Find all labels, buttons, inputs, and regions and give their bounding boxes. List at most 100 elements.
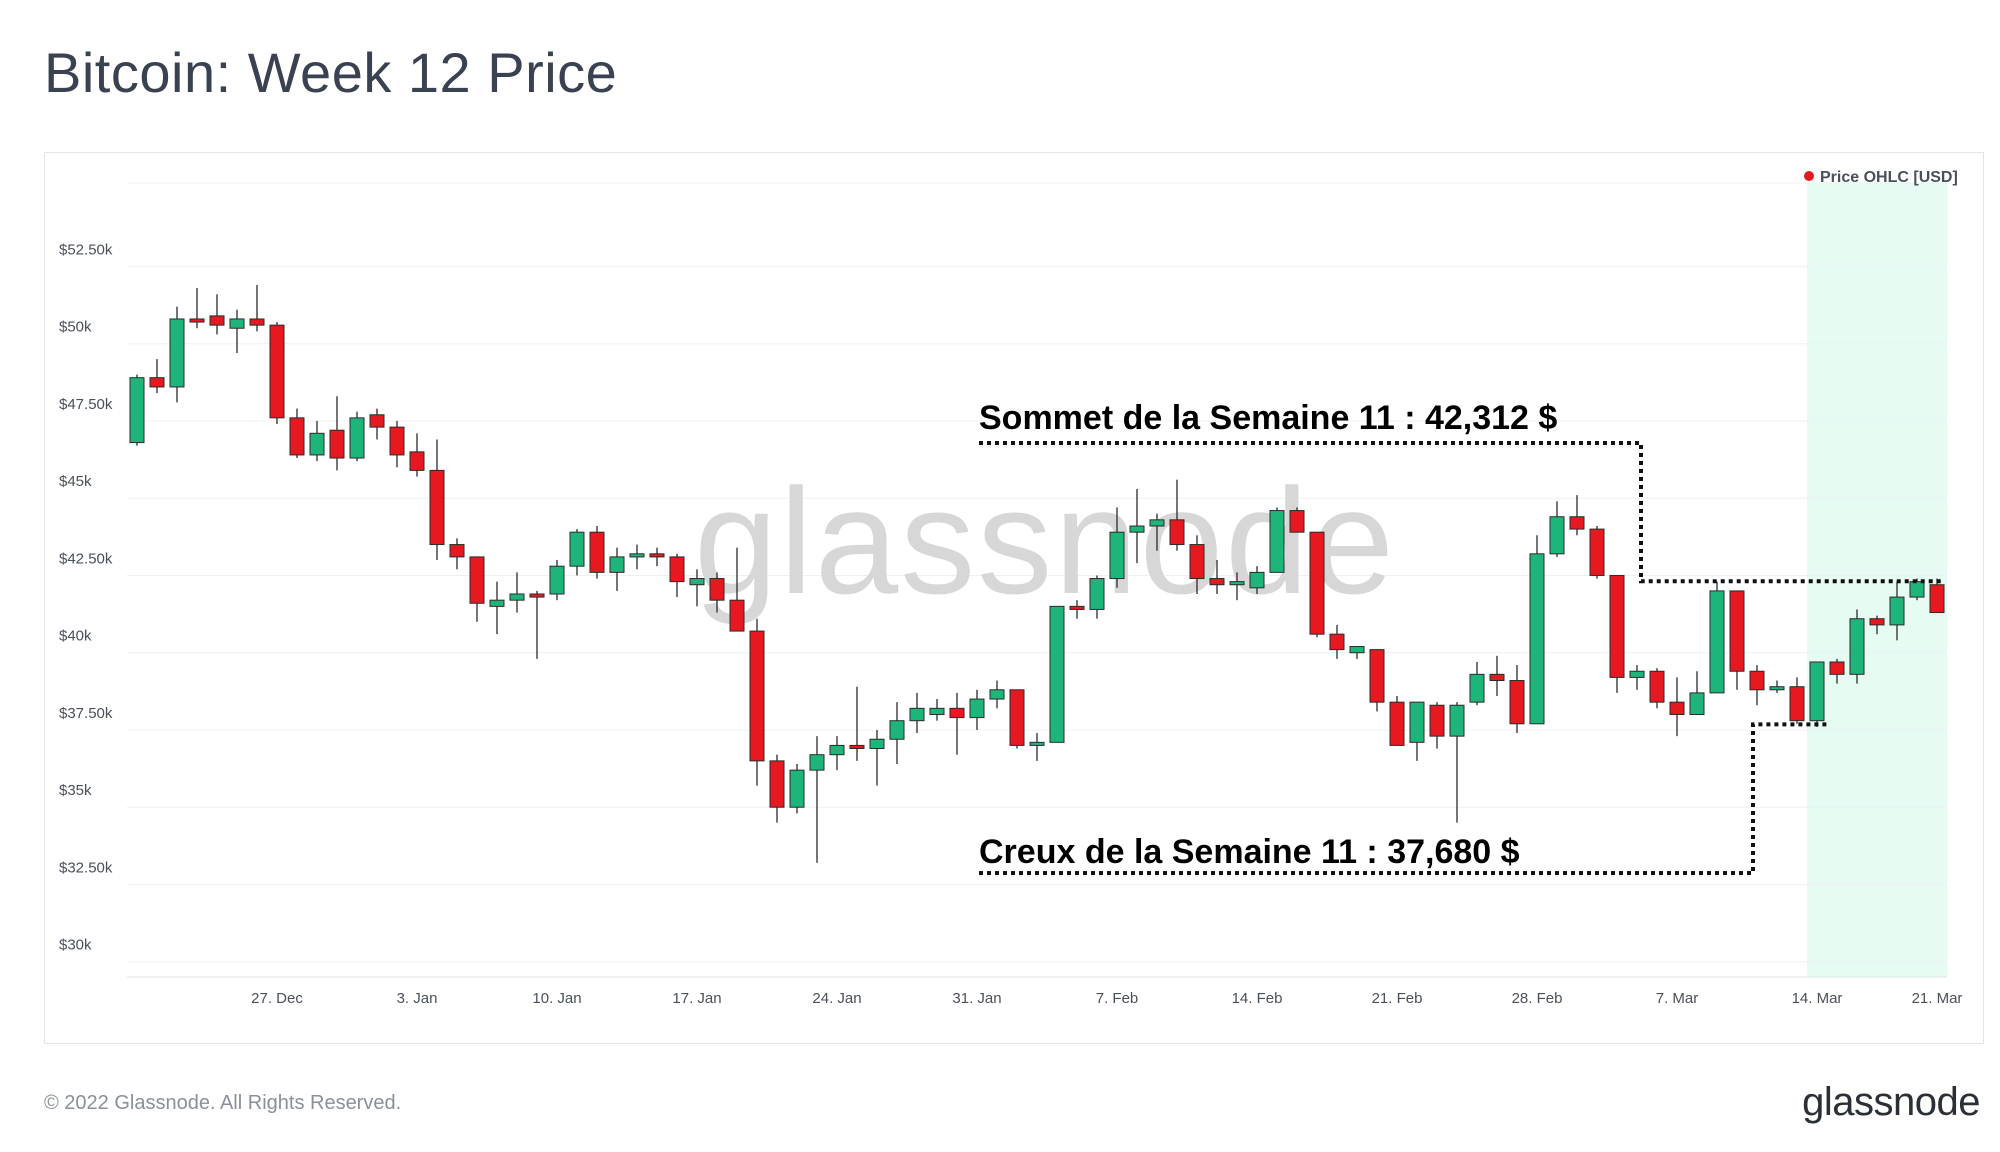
candle-body bbox=[189, 318, 205, 323]
candle-body bbox=[749, 630, 765, 762]
candle bbox=[569, 529, 585, 576]
candle-body bbox=[409, 451, 425, 471]
candle-body bbox=[1769, 686, 1785, 691]
week-11-low-dotted-line bbox=[979, 722, 1827, 875]
candle-body bbox=[529, 593, 545, 598]
candle-body bbox=[1249, 571, 1265, 589]
week-11-high-label: Sommet de la Semaine 11 : 42,312 $ bbox=[979, 399, 1557, 437]
candle-body bbox=[1229, 581, 1245, 586]
candle-body bbox=[789, 769, 805, 808]
candle bbox=[1329, 624, 1345, 659]
legend-dot-icon bbox=[1804, 171, 1814, 181]
candle bbox=[229, 309, 245, 353]
candle bbox=[1149, 513, 1165, 551]
candle bbox=[729, 547, 745, 632]
candle bbox=[1429, 702, 1445, 749]
x-tick-label: 17. Jan bbox=[672, 990, 721, 1007]
candle-body bbox=[1749, 670, 1765, 691]
x-tick-label: 21. Mar bbox=[1912, 990, 1963, 1007]
candle bbox=[1549, 501, 1565, 557]
x-tick-label: 21. Feb bbox=[1372, 990, 1423, 1007]
candle bbox=[369, 408, 385, 440]
x-axis: 27. Dec 3. Jan 10. Jan 17. Jan 24. Jan 31. Ja… bbox=[251, 990, 1962, 1007]
candle-body bbox=[1629, 670, 1645, 678]
candle-body bbox=[989, 689, 1005, 700]
candle bbox=[489, 581, 505, 635]
candle-body bbox=[1349, 646, 1365, 654]
candle bbox=[1349, 646, 1365, 659]
candle bbox=[1449, 702, 1465, 823]
candle bbox=[629, 544, 645, 570]
candle-body bbox=[209, 315, 225, 326]
candle-body bbox=[1069, 605, 1085, 610]
candle-body bbox=[1889, 596, 1905, 626]
candle bbox=[269, 322, 285, 425]
candle-body bbox=[1649, 670, 1665, 703]
candle-body bbox=[509, 593, 525, 601]
candle-body bbox=[1669, 701, 1685, 716]
candle-body bbox=[1049, 605, 1065, 743]
candle-body bbox=[669, 556, 685, 583]
candle-body bbox=[249, 318, 265, 326]
candle-body bbox=[1009, 689, 1025, 746]
candle bbox=[1129, 488, 1145, 564]
candle bbox=[549, 560, 565, 601]
candle-body bbox=[1849, 618, 1865, 675]
candle-body bbox=[349, 417, 365, 459]
candle-body bbox=[1609, 574, 1625, 678]
candle bbox=[989, 680, 1005, 709]
candle bbox=[1709, 581, 1725, 694]
x-tick-label: 14. Mar bbox=[1792, 990, 1843, 1007]
y-tick-label: $45k bbox=[59, 473, 92, 490]
copyright-footer: © 2022 Glassnode. All Rights Reserved. bbox=[44, 1092, 402, 1114]
candle-body bbox=[1089, 578, 1105, 610]
candle-body bbox=[829, 744, 845, 756]
candle bbox=[749, 618, 765, 786]
candle-body bbox=[1189, 544, 1205, 580]
y-tick-label: $35k bbox=[59, 782, 92, 799]
candle bbox=[389, 420, 405, 468]
candle bbox=[1929, 578, 1945, 614]
candlestick-chart: glassnode $30k $32.50k $35k $37.50k $40k $42.… bbox=[59, 169, 1962, 1007]
legend[interactable]: Price OHLC [USD] bbox=[1804, 169, 1958, 186]
y-tick-label: $32.50k bbox=[59, 859, 113, 876]
candle bbox=[1649, 668, 1665, 709]
y-axis: $30k $32.50k $35k $37.50k $40k $42.50k $45k $47… bbox=[59, 241, 113, 953]
watermark: glassnode bbox=[694, 457, 1396, 625]
candle-body bbox=[729, 599, 745, 632]
candle-body bbox=[1489, 673, 1505, 682]
candle-body bbox=[569, 531, 585, 567]
candle bbox=[169, 306, 185, 403]
candle bbox=[869, 729, 885, 786]
candle-body bbox=[969, 698, 985, 719]
candle-body bbox=[1409, 701, 1425, 743]
candle-body bbox=[1549, 516, 1565, 555]
candle bbox=[789, 763, 805, 814]
candle-body bbox=[1029, 741, 1045, 746]
candle bbox=[889, 702, 905, 764]
candle-body bbox=[689, 578, 705, 586]
x-tick-label: 28. Feb bbox=[1512, 990, 1563, 1007]
candle bbox=[329, 396, 345, 471]
x-tick-label: 3. Jan bbox=[397, 990, 438, 1007]
week-11-high-dotted-line bbox=[979, 441, 1941, 584]
candle bbox=[589, 526, 605, 579]
candle-body bbox=[1829, 661, 1845, 675]
candle-body bbox=[1929, 584, 1945, 614]
candle bbox=[249, 284, 265, 332]
candle bbox=[1249, 566, 1265, 594]
candle-body bbox=[289, 417, 305, 456]
candle bbox=[809, 736, 825, 863]
candle-body bbox=[1569, 516, 1585, 530]
candle bbox=[1629, 665, 1645, 690]
candle bbox=[1209, 560, 1225, 594]
candle bbox=[609, 547, 625, 591]
candle bbox=[929, 699, 945, 721]
candle bbox=[949, 692, 965, 755]
candle-body bbox=[769, 760, 785, 808]
candle-body bbox=[589, 531, 605, 573]
candle bbox=[969, 689, 985, 730]
candle-body bbox=[1589, 528, 1605, 576]
candle bbox=[209, 294, 225, 335]
candle bbox=[1569, 495, 1585, 536]
